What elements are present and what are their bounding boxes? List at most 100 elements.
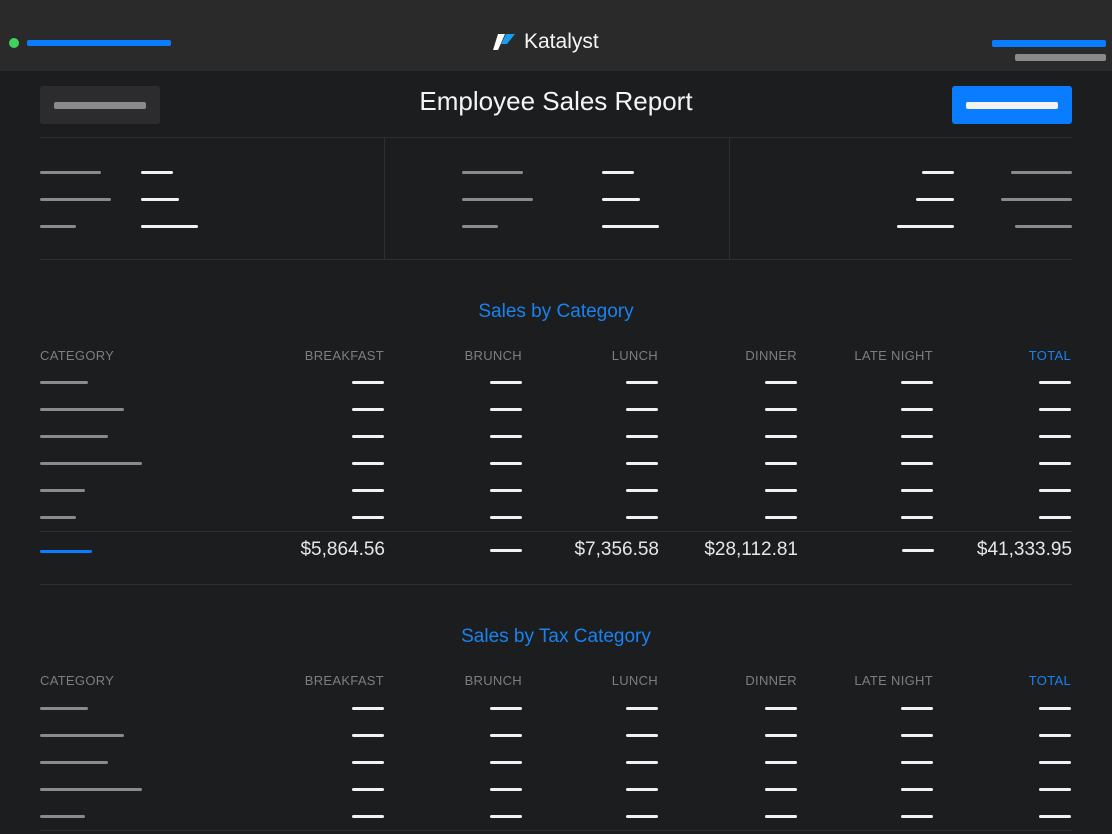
column-header[interactable]: DINNER	[745, 673, 797, 688]
summary-label	[462, 225, 498, 228]
row-value-placeholder	[490, 788, 522, 791]
row-value-placeholder	[490, 734, 522, 737]
row-value-placeholder	[626, 815, 658, 818]
row-value-placeholder	[765, 516, 797, 519]
row-value-placeholder	[901, 761, 933, 764]
row-divider	[40, 531, 1072, 532]
row-value-placeholder	[1039, 707, 1071, 710]
row-value-placeholder	[1039, 788, 1071, 791]
row-value-placeholder	[352, 489, 384, 492]
column-header[interactable]: BRUNCH	[464, 348, 522, 363]
total-lunch: $7,356.58	[574, 539, 659, 560]
summary-value	[141, 198, 179, 201]
column-header[interactable]: LATE NIGHT	[854, 673, 933, 688]
row-value-placeholder	[490, 408, 522, 411]
row-divider	[40, 830, 1072, 831]
row-value-placeholder	[490, 761, 522, 764]
row-value-placeholder	[765, 734, 797, 737]
column-header[interactable]: BREAKFAST	[304, 673, 384, 688]
row-value-placeholder	[626, 489, 658, 492]
summary-value	[922, 171, 954, 174]
column-header[interactable]: TOTAL	[1028, 348, 1071, 363]
row-value-placeholder	[901, 734, 933, 737]
section-title: Sales by Tax Category	[461, 626, 651, 647]
row-value-placeholder	[1039, 761, 1071, 764]
row-value-placeholder	[1039, 408, 1071, 411]
summary-value	[897, 225, 954, 228]
status-dot	[9, 38, 19, 48]
row-value-placeholder	[901, 489, 933, 492]
row-value-placeholder	[765, 761, 797, 764]
row-value-placeholder	[901, 707, 933, 710]
column-header[interactable]: TOTAL	[1028, 673, 1071, 688]
column-header[interactable]: LATE NIGHT	[854, 348, 933, 363]
user-placeholder[interactable]	[992, 40, 1106, 47]
row-value-placeholder	[352, 788, 384, 791]
row-category-placeholder	[40, 815, 85, 818]
total-brunch-placeholder	[490, 549, 522, 552]
column-header[interactable]: CATEGORY	[40, 348, 115, 363]
user-sub-placeholder	[1015, 54, 1106, 61]
row-value-placeholder	[765, 381, 797, 384]
primary-action-button[interactable]	[952, 86, 1072, 124]
row-value-placeholder	[352, 707, 384, 710]
row-value-placeholder	[1039, 381, 1071, 384]
summary-label	[462, 171, 523, 174]
summary-label	[1015, 225, 1072, 228]
row-value-placeholder	[765, 815, 797, 818]
row-category-placeholder	[40, 761, 108, 764]
row-value-placeholder	[901, 516, 933, 519]
row-value-placeholder	[765, 435, 797, 438]
row-value-placeholder	[490, 381, 522, 384]
total-total: $41,333.95	[976, 539, 1072, 560]
row-value-placeholder	[490, 815, 522, 818]
row-value-placeholder	[352, 381, 384, 384]
row-value-placeholder	[901, 462, 933, 465]
row-value-placeholder	[901, 381, 933, 384]
brand-logo: Katalyst	[492, 30, 599, 54]
row-value-placeholder	[352, 462, 384, 465]
total-late-night-placeholder	[902, 549, 934, 552]
row-category-placeholder	[40, 707, 88, 710]
section-title: Sales by Category	[478, 301, 634, 322]
row-value-placeholder	[1039, 435, 1071, 438]
summary-value	[141, 171, 173, 174]
summary-value	[602, 198, 640, 201]
column-header[interactable]: LUNCH	[611, 673, 658, 688]
nav-placeholder[interactable]	[27, 40, 171, 46]
row-value-placeholder	[765, 707, 797, 710]
row-category-placeholder	[40, 489, 85, 492]
row-value-placeholder	[901, 815, 933, 818]
row-value-placeholder	[490, 516, 522, 519]
row-value-placeholder	[1039, 462, 1071, 465]
row-value-placeholder	[626, 707, 658, 710]
row-value-placeholder	[626, 788, 658, 791]
summary-label	[1011, 171, 1072, 174]
summary-value	[602, 171, 634, 174]
total-dinner: $28,112.81	[704, 539, 798, 560]
row-value-placeholder	[490, 489, 522, 492]
row-value-placeholder	[765, 788, 797, 791]
row-value-placeholder	[1039, 734, 1071, 737]
column-header[interactable]: BRUNCH	[464, 673, 522, 688]
column-header[interactable]: CATEGORY	[40, 673, 115, 688]
row-value-placeholder	[626, 734, 658, 737]
top-bar: Katalyst	[0, 0, 1112, 71]
column-header[interactable]: BREAKFAST	[304, 348, 384, 363]
row-value-placeholder	[901, 435, 933, 438]
row-value-placeholder	[901, 788, 933, 791]
summary-label	[40, 198, 111, 201]
back-button[interactable]	[40, 86, 160, 124]
summary-label	[40, 171, 101, 174]
column-header[interactable]: LUNCH	[611, 348, 658, 363]
row-value-placeholder	[352, 815, 384, 818]
row-value-placeholder	[1039, 815, 1071, 818]
row-category-placeholder	[40, 516, 76, 519]
row-value-placeholder	[626, 462, 658, 465]
summary-label	[1001, 198, 1072, 201]
row-value-placeholder	[765, 408, 797, 411]
page-title: Employee Sales Report	[419, 86, 693, 116]
column-header[interactable]: DINNER	[745, 348, 797, 363]
row-value-placeholder	[901, 408, 933, 411]
summary-value	[916, 198, 954, 201]
